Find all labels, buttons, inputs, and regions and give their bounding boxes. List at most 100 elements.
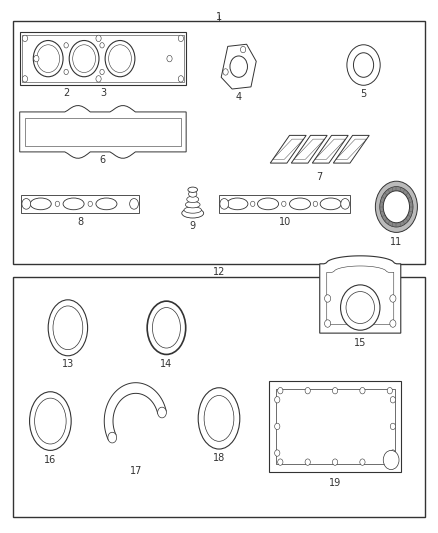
Ellipse shape — [204, 395, 234, 441]
Ellipse shape — [189, 191, 197, 197]
Circle shape — [108, 432, 117, 443]
Ellipse shape — [152, 308, 180, 348]
Circle shape — [325, 295, 331, 302]
Ellipse shape — [147, 301, 186, 354]
Circle shape — [109, 45, 131, 72]
Circle shape — [33, 41, 63, 77]
Circle shape — [305, 459, 310, 465]
Ellipse shape — [346, 292, 374, 324]
Ellipse shape — [188, 187, 198, 192]
Ellipse shape — [341, 285, 380, 330]
Ellipse shape — [53, 306, 83, 350]
Bar — [21, 195, 139, 213]
Circle shape — [223, 69, 228, 75]
Circle shape — [34, 55, 39, 62]
Circle shape — [390, 320, 396, 327]
Text: 17: 17 — [130, 466, 142, 477]
Ellipse shape — [185, 201, 200, 208]
Polygon shape — [320, 256, 401, 333]
Ellipse shape — [187, 196, 199, 203]
Ellipse shape — [198, 388, 240, 449]
Text: 4: 4 — [236, 92, 242, 102]
Circle shape — [88, 201, 92, 207]
Circle shape — [55, 201, 60, 207]
Circle shape — [390, 423, 396, 430]
Circle shape — [251, 201, 255, 207]
Circle shape — [105, 41, 135, 77]
Circle shape — [275, 423, 280, 430]
Circle shape — [360, 459, 365, 465]
Circle shape — [96, 76, 101, 82]
Circle shape — [22, 76, 28, 82]
Text: 18: 18 — [213, 453, 225, 463]
Bar — [22, 35, 184, 82]
Bar — [219, 195, 350, 213]
Circle shape — [100, 43, 104, 48]
Circle shape — [178, 76, 184, 82]
Circle shape — [305, 387, 310, 394]
Circle shape — [220, 199, 229, 209]
Circle shape — [230, 56, 247, 77]
Circle shape — [390, 397, 396, 403]
Circle shape — [96, 35, 101, 42]
Ellipse shape — [182, 208, 204, 218]
Text: 1: 1 — [216, 12, 222, 22]
Bar — [13, 277, 425, 517]
Circle shape — [353, 53, 374, 77]
Bar — [276, 389, 395, 464]
Circle shape — [167, 55, 172, 62]
Bar — [20, 32, 186, 85]
Circle shape — [375, 181, 417, 232]
Circle shape — [282, 201, 286, 207]
Text: 13: 13 — [62, 359, 74, 369]
Bar — [25, 118, 181, 146]
Circle shape — [158, 407, 166, 418]
Text: 16: 16 — [44, 455, 57, 465]
Circle shape — [360, 387, 365, 394]
Text: 5: 5 — [360, 89, 367, 99]
Polygon shape — [104, 383, 166, 440]
Circle shape — [130, 199, 138, 209]
Ellipse shape — [30, 198, 51, 210]
Circle shape — [278, 459, 283, 465]
Text: 15: 15 — [354, 338, 367, 349]
Polygon shape — [270, 135, 306, 163]
Circle shape — [275, 450, 280, 456]
Circle shape — [64, 69, 68, 75]
Circle shape — [347, 45, 380, 85]
Ellipse shape — [258, 198, 279, 210]
Circle shape — [341, 199, 350, 209]
Circle shape — [275, 397, 280, 403]
Circle shape — [37, 45, 60, 72]
Circle shape — [332, 459, 338, 465]
Text: 11: 11 — [390, 237, 403, 247]
Ellipse shape — [320, 198, 341, 210]
Ellipse shape — [63, 198, 84, 210]
Ellipse shape — [35, 398, 66, 444]
Ellipse shape — [290, 198, 311, 210]
Text: 9: 9 — [190, 221, 196, 231]
Circle shape — [73, 45, 95, 72]
Circle shape — [69, 41, 99, 77]
Ellipse shape — [48, 300, 88, 356]
Text: 8: 8 — [77, 217, 83, 227]
Polygon shape — [221, 44, 256, 89]
Text: 6: 6 — [100, 155, 106, 165]
Circle shape — [178, 35, 184, 42]
Text: 2: 2 — [63, 88, 70, 98]
Circle shape — [64, 43, 68, 48]
Circle shape — [240, 46, 246, 53]
Circle shape — [380, 187, 413, 227]
Circle shape — [100, 69, 104, 75]
Polygon shape — [333, 135, 369, 163]
Circle shape — [278, 387, 283, 394]
Text: 14: 14 — [160, 359, 173, 369]
Ellipse shape — [96, 198, 117, 210]
Bar — [13, 21, 425, 264]
Circle shape — [313, 201, 318, 207]
Circle shape — [383, 450, 399, 470]
Text: 12: 12 — [213, 267, 225, 277]
Polygon shape — [20, 106, 186, 158]
Text: 7: 7 — [317, 172, 323, 182]
Ellipse shape — [227, 198, 248, 210]
